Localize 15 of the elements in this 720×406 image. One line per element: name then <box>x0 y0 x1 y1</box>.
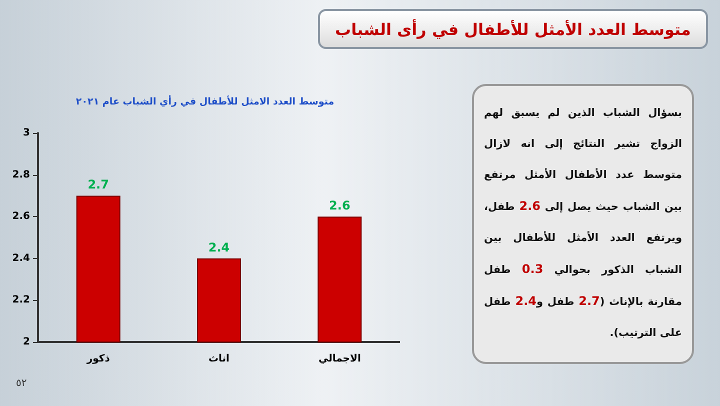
y-tick-label: 2.4 <box>12 252 30 264</box>
data-label: 2.6 <box>329 198 350 213</box>
y-tick-label: 2.2 <box>12 294 30 306</box>
data-label: 2.4 <box>208 240 230 254</box>
x-tick-label: اناث <box>208 354 230 364</box>
text: ٥٢ <box>16 378 27 389</box>
chart-subtitle: متوسط العدد الامثل للأطفال في رأي الشباب عام ٢٠٢١ <box>76 94 334 108</box>
y-tick-label: 2.8 <box>12 169 30 180</box>
y-tick-label: 3 <box>23 128 30 138</box>
x-tick-label: الاجمالي <box>318 354 361 364</box>
text: متوسط العدد الأمثل للأطفال في رأى الشباب <box>335 20 691 38</box>
y-tick-label: 2 <box>23 336 30 348</box>
data-label: 2.7 <box>88 178 109 192</box>
x-tick-label: ذكور <box>86 354 110 364</box>
y-tick-label: 2.6 <box>12 211 30 222</box>
